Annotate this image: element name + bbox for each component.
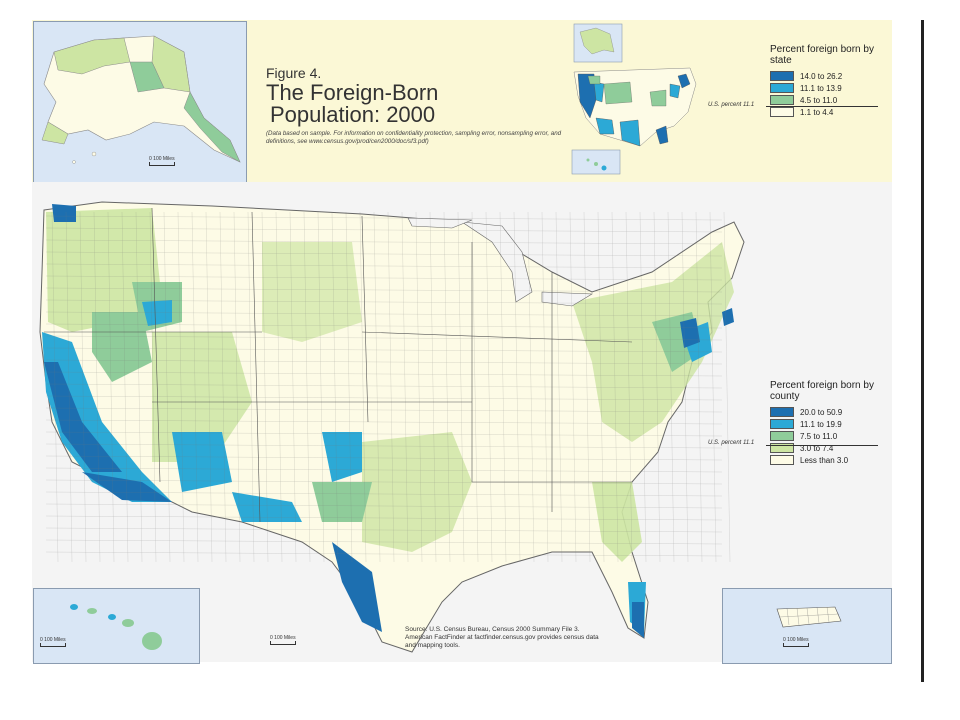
legend-class: 7.5 to 11.0 [770, 430, 880, 442]
hawaii-inset-map: 0 100 Miles [33, 588, 200, 664]
alaska-scale-bar: 0 100 Miles [149, 156, 175, 166]
legend-swatch [770, 443, 794, 453]
legend-class-label: 4.5 to 11.0 [800, 95, 838, 105]
state-us-percent-line [766, 106, 878, 107]
legend-class: 11.1 to 13.9 [770, 82, 880, 94]
county-legend: Percent foreign born by county 20.0 to 5… [770, 380, 880, 466]
figure-number: Figure 4. [266, 65, 322, 81]
legend-class: 3.0 to 7.4 [770, 442, 880, 454]
legend-swatch [770, 419, 794, 429]
legend-class: 4.5 to 11.0 [770, 94, 880, 106]
state-us-percent-label: U.S. percent 11.1 [708, 102, 755, 108]
figure-title-line2: Population: 2000 [270, 102, 436, 127]
legend-swatch [770, 107, 794, 117]
legend-swatch [770, 83, 794, 93]
legend-class-label: 11.1 to 13.9 [800, 83, 842, 93]
county-us-percent-label: U.S. percent 11.1 [708, 440, 755, 446]
legend-class-label: Less than 3.0 [800, 455, 849, 465]
figure-title: The Foreign-Born Population: 2000 [266, 82, 438, 126]
hawaii-scale-bar: 0 100 Miles [40, 637, 66, 647]
scale-zero-label: 0 [783, 637, 786, 643]
legend-class-label: 20.0 to 50.9 [800, 407, 843, 417]
scale-miles-label: 100 Miles [787, 637, 809, 643]
state-map [570, 22, 700, 180]
puerto-rico-inset-map: 0 100 Miles [722, 588, 892, 664]
scale-zero-label: 0 [149, 156, 152, 162]
legend-swatch [770, 407, 794, 417]
county-map-area [32, 182, 892, 662]
right-border-line [921, 20, 924, 682]
scale-miles-label: 100 Miles [44, 637, 66, 643]
legend-class: 20.0 to 50.9 [770, 406, 880, 418]
puerto-rico-scale-bar: 0 100 Miles [783, 637, 809, 647]
legend-class-label: 1.1 to 4.4 [800, 107, 834, 117]
county-us-percent-line [766, 445, 878, 446]
legend-class: 11.1 to 19.9 [770, 418, 880, 430]
legend-class: 14.0 to 26.2 [770, 70, 880, 82]
legend-swatch [770, 431, 794, 441]
legend-swatch [770, 95, 794, 105]
scale-miles-label: 100 Miles [274, 635, 296, 641]
legend-class-label: 7.5 to 11.0 [800, 431, 838, 441]
legend-class-label: 14.0 to 26.2 [800, 71, 843, 81]
source-note: Source: U.S. Census Bureau, Census 2000 … [405, 626, 599, 649]
legend-class: 1.1 to 4.4 [770, 106, 880, 118]
conus-scale-bar: 0 100 Miles [270, 635, 296, 645]
legend-swatch [770, 455, 794, 465]
legend-class-label: 11.1 to 19.9 [800, 419, 842, 429]
figure-note: (Data based on sample. For information o… [266, 130, 562, 145]
scale-zero-label: 0 [40, 637, 43, 643]
legend-swatch [770, 71, 794, 81]
state-legend-title: Percent foreign born by state [770, 44, 874, 66]
legend-class-label: 3.0 to 7.4 [800, 443, 834, 453]
scale-zero-label: 0 [270, 635, 273, 641]
alaska-inset-map: 0 100 Miles [33, 21, 247, 183]
county-legend-title: Percent foreign born by county [770, 380, 874, 402]
legend-class: Less than 3.0 [770, 454, 880, 466]
state-legend: Percent foreign born by state 14.0 to 26… [770, 44, 880, 118]
scale-miles-label: 100 Miles [153, 156, 175, 162]
figure-title-line1: The Foreign-Born [266, 80, 439, 105]
